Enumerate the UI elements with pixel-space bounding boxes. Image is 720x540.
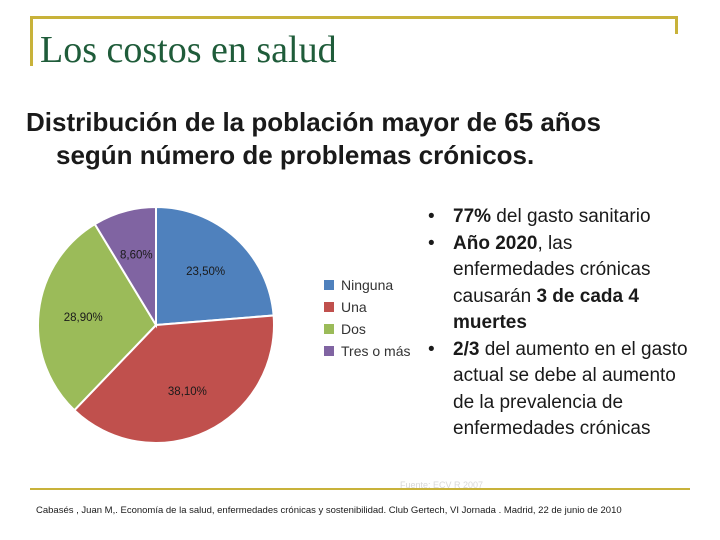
note-item-2020: • Año 2020, las enfermedades crónicas ca… xyxy=(425,231,695,337)
pie-data-label: 8,60% xyxy=(120,250,153,262)
slide-title: Los costos en salud xyxy=(40,29,337,71)
note-1-text: del gasto sanitario xyxy=(491,206,651,227)
slide-subtitle: Distribución de la población mayor de 65… xyxy=(26,106,706,172)
pie-slice-una xyxy=(72,314,275,444)
legend-label: Ninguna xyxy=(341,277,393,293)
pie-slice-dos xyxy=(37,222,158,412)
bullet-icon: • xyxy=(428,232,435,254)
legend-label: Tres o más xyxy=(341,343,410,359)
legend-label: Una xyxy=(341,299,367,315)
note-3-text: del aumento en el gasto actual se debe a… xyxy=(453,338,688,440)
notes-list: • 77% del gasto sanitario • Año 2020, la… xyxy=(425,204,695,443)
legend-swatch xyxy=(324,302,334,312)
pie-slices xyxy=(37,205,275,444)
subtitle-line-2: según número de problemas crónicos. xyxy=(56,140,535,170)
note-2-bold-2: 3 de cada 4 muertes xyxy=(453,285,639,334)
frame-right-rule xyxy=(675,16,678,34)
chart-legend: Ninguna Una Dos Tres o más xyxy=(324,277,410,359)
pie-slice-tres-o-más xyxy=(93,205,157,329)
note-2-text: , las enfermedades crónicas causarán xyxy=(453,232,651,307)
bullet-icon: • xyxy=(428,338,435,360)
frame-top-rule xyxy=(30,16,678,19)
frame-left-rule xyxy=(30,16,33,66)
footer-rule xyxy=(30,488,690,490)
bullet-icon: • xyxy=(428,206,435,227)
note-item-gasto: • 77% del gasto sanitario xyxy=(425,204,695,231)
source-citation: Cabasés , Juan M,. Economía de la salud,… xyxy=(36,505,622,516)
note-3-bold: 2/3 xyxy=(453,338,480,360)
pie-data-label: 23,50% xyxy=(186,266,225,278)
note-1-bold: 77% xyxy=(453,206,492,227)
note-2-bold: Año 2020 xyxy=(453,232,538,254)
legend-label: Dos xyxy=(341,321,366,337)
faint-source-note: Fuente: ECV R 2007 xyxy=(400,480,484,490)
subtitle-line-1: Distribución de la población mayor de 65… xyxy=(26,107,602,137)
pie-data-label: 28,90% xyxy=(64,312,103,324)
note-item-aumento: • 2/3 del aumento en el gasto actual se … xyxy=(425,337,695,443)
legend-swatch xyxy=(324,346,334,356)
pie-data-labels: 23,50% 38,10% 28,90% 8,60% xyxy=(64,250,225,399)
legend-swatch xyxy=(324,324,334,334)
pie-data-label: 38,10% xyxy=(168,386,207,398)
legend-swatch xyxy=(324,280,334,290)
pie-chart: 23,50% 38,10% 28,90% 8,60% Ninguna Una Dos Tre… xyxy=(37,205,410,444)
pie-slice-ninguna xyxy=(155,205,275,327)
